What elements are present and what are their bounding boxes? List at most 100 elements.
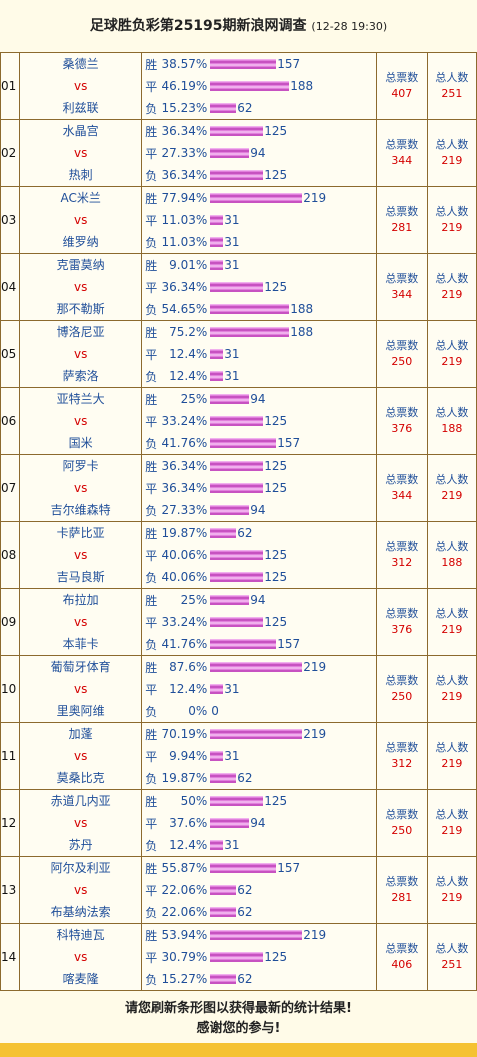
vote-bars: 胜 38.57% 157 平 46.19% 188 负 15.23% 62 (141, 52, 377, 120)
outcome-row: 平 33.24% 125 (142, 611, 375, 633)
outcome-percent: 40.06% (161, 548, 208, 562)
vote-bars: 胜 19.87% 62 平 40.06% 125 负 40.06% 125 (141, 521, 377, 589)
outcome-percent: 25% (180, 392, 208, 406)
total-people-label: 总人数 (435, 540, 469, 553)
total-people-label: 总人数 (435, 808, 469, 821)
outcome-count: 219 (303, 191, 327, 205)
vs-label: vs (73, 481, 88, 495)
outcome-count: 125 (264, 548, 288, 562)
total-votes-value: 250 (391, 690, 413, 703)
outcome-percent: 15.23% (161, 101, 208, 115)
outcome-percent: 75.2% (169, 325, 208, 339)
away-team: 利兹联 (62, 101, 99, 115)
total-votes-label: 总票数 (385, 808, 419, 821)
outcome-count: 157 (277, 861, 301, 875)
vote-bars: 胜 36.34% 125 平 36.34% 125 负 27.33% 94 (141, 454, 377, 522)
outcome-bar (210, 349, 224, 359)
outcome-bar (210, 237, 224, 247)
outcome-bar (210, 260, 224, 270)
outcome-percent: 19.87% (161, 771, 208, 785)
outcome-bar (210, 81, 290, 91)
outcome-count: 31 (224, 213, 240, 227)
away-team: 布基纳法索 (50, 905, 111, 919)
vote-bars: 胜 25% 94 平 33.24% 125 负 41.76% 157 (141, 588, 377, 656)
outcome-label: 平 (145, 816, 158, 831)
outcome-percent: 19.87% (161, 526, 208, 540)
outcome-label: 负 (145, 235, 158, 250)
total-votes-value: 344 (391, 154, 413, 167)
outcome-count: 94 (250, 593, 266, 607)
match-teams: 科特迪瓦 vs 喀麦隆 (19, 923, 143, 991)
vote-bars: 胜 50% 125 平 37.6% 94 负 12.4% 31 (141, 789, 377, 857)
match-row: 10 葡萄牙体育 vs 里奥阿维 胜 87.6% 219 平 12.4% 31 负 0% 0 总票数 250… (0, 655, 477, 723)
home-team: 阿尔及利亚 (50, 861, 111, 875)
total-people-value: 219 (441, 623, 463, 636)
outcome-count: 62 (237, 972, 253, 986)
total-people-label: 总人数 (435, 272, 469, 285)
total-people-cell: 总人数 219 (426, 119, 477, 187)
outcome-bar (210, 639, 277, 649)
outcome-percent: 87.6% (169, 660, 208, 674)
away-team: 国米 (68, 436, 93, 450)
total-votes-cell: 总票数 376 (375, 588, 428, 656)
match-row: 11 加蓬 vs 莫桑比克 胜 70.19% 219 平 9.94% 31 负 19.87% 62 总票数… (0, 722, 477, 790)
match-teams: 加蓬 vs 莫桑比克 (19, 722, 143, 790)
match-teams: 克雷莫纳 vs 那不勒斯 (19, 253, 143, 321)
outcome-label: 负 (145, 972, 158, 987)
home-team: 水晶宫 (62, 124, 99, 138)
total-votes-value: 376 (391, 623, 413, 636)
match-row: 02 水晶宫 vs 热刺胜 36.34% 125 平 27.33% 94 负 36.34% 125 总票… (0, 119, 477, 187)
outcome-bar (210, 103, 237, 113)
home-team: 加蓬 (68, 727, 93, 741)
outcome-count: 125 (264, 950, 288, 964)
total-votes-label: 总票数 (385, 339, 419, 352)
total-people-label: 总人数 (435, 406, 469, 419)
outcome-count: 125 (264, 481, 288, 495)
match-number: 05 (0, 320, 21, 388)
outcome-row: 平 46.19% 188 (142, 75, 375, 97)
total-people-value: 188 (441, 556, 463, 569)
vote-bars: 胜 75.2% 188 平 12.4% 31 负 12.4% 31 (141, 320, 377, 388)
away-team: 吉马良斯 (56, 570, 105, 584)
away-team: 维罗纳 (62, 235, 99, 249)
outcome-row: 负 27.33% 94 (142, 499, 375, 521)
match-teams: AC米兰 vs 维罗纳 (19, 186, 143, 254)
outcome-percent: 36.34% (161, 459, 208, 473)
away-team: 吉尔维森特 (50, 503, 111, 517)
total-people-value: 251 (441, 87, 463, 100)
survey-header: 足球胜负彩第25195期新浪网调查 (12-28 19:30) (0, 0, 477, 52)
outcome-bar (210, 550, 264, 560)
total-people-cell: 总人数 219 (426, 186, 477, 254)
vs-label: vs (73, 682, 88, 696)
total-votes-value: 376 (391, 422, 413, 435)
outcome-label: 胜 (145, 526, 158, 541)
vs-label: vs (73, 280, 88, 294)
outcome-percent: 41.76% (161, 637, 208, 651)
total-votes-label: 总票数 (385, 741, 419, 754)
outcome-count: 219 (303, 660, 327, 674)
outcome-count: 219 (303, 727, 327, 741)
total-people-label: 总人数 (435, 741, 469, 754)
vs-label: vs (73, 146, 88, 160)
outcome-row: 平 22.06% 62 (142, 879, 375, 901)
vs-label: vs (73, 213, 88, 227)
footer-refresh-note: 请您刷新条形图以获得最新的统计结果! (125, 1001, 352, 1016)
outcome-label: 负 (145, 838, 158, 853)
total-votes-cell: 总票数 250 (375, 320, 428, 388)
outcome-row: 负 40.06% 125 (142, 566, 375, 588)
outcome-percent: 33.24% (161, 615, 208, 629)
vs-label: vs (73, 79, 88, 93)
outcome-bar (210, 952, 264, 962)
match-number: 06 (0, 387, 21, 455)
total-people-cell: 总人数 219 (426, 320, 477, 388)
outcome-bar (210, 148, 250, 158)
total-votes-cell: 总票数 281 (375, 856, 428, 924)
outcome-bar (210, 840, 224, 850)
outcome-row: 平 36.34% 125 (142, 276, 375, 298)
outcome-count: 125 (264, 459, 288, 473)
outcome-percent: 25% (180, 593, 208, 607)
outcome-row: 负 15.23% 62 (142, 97, 375, 119)
outcome-label: 平 (145, 548, 158, 563)
total-votes-value: 344 (391, 288, 413, 301)
outcome-row: 平 12.4% 31 (142, 343, 375, 365)
